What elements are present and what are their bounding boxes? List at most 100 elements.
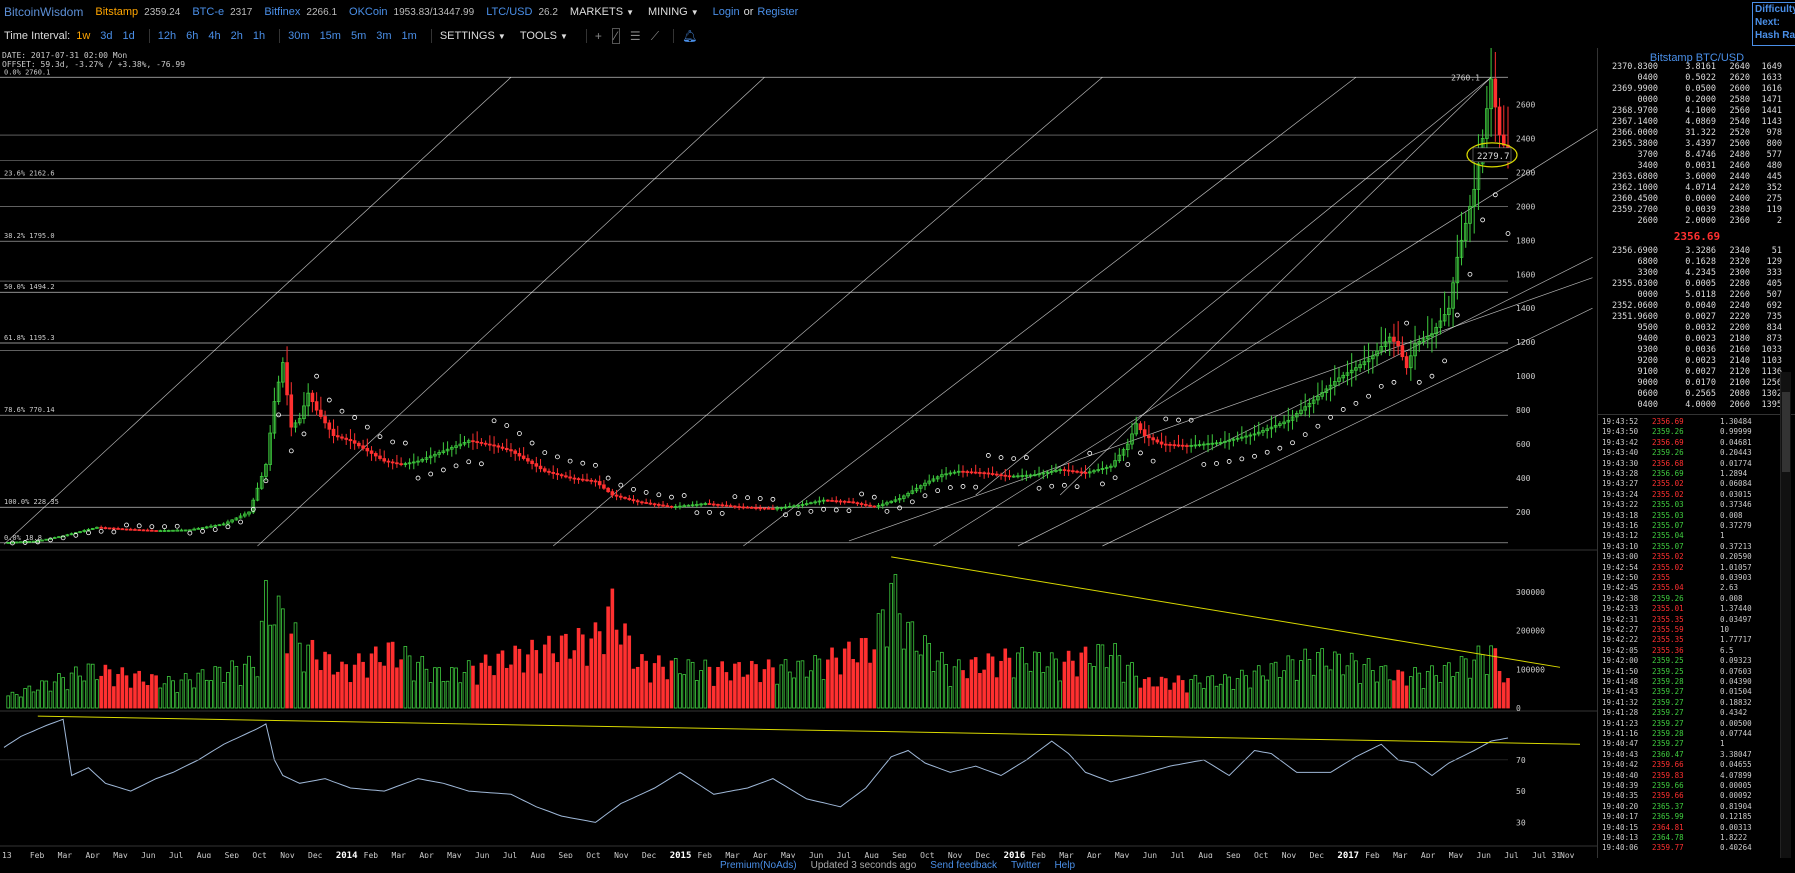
trade-row: 19:41:48 2359.28 0.04390 [1602,677,1782,687]
candle-body [137,529,141,532]
bid-cell: 0.0005 [1685,279,1716,289]
exchange-okcoin[interactable]: OKCoin 1953.83/13447.99 [349,6,475,18]
candle-body [314,401,319,411]
volume-bar [902,648,906,709]
scrollbar-thumb[interactable] [1782,392,1790,472]
interval-3d[interactable]: 3d [100,30,113,42]
volume-bar [779,664,784,709]
chart-area[interactable]: 0.0% 2760.1 23.6% 2162.6 38.2% 1795.0 50.0%… [0,32,1610,861]
volume-bar [1176,675,1181,709]
trade-row: 19:40:13 2364.78 1.8222 [1602,833,1782,843]
exchange-bitstamp[interactable]: Bitstamp 2359.24 [95,6,181,18]
volume-bar [906,621,910,709]
candle-body [1142,429,1147,437]
sar-dot [111,529,117,535]
candle-body [652,503,657,506]
volume-bar [357,653,361,709]
candle-body [1311,399,1316,404]
volume-bar [821,679,826,709]
trade-time: 19:42:00 [1602,656,1639,666]
candle-body [221,523,226,526]
sar-dot [1492,192,1498,198]
exchange-btce[interactable]: BTC-e 2317 [192,6,253,18]
indicator-tick: 50 [1516,787,1526,796]
candle-body [1354,367,1358,371]
login-link[interactable]: Login [712,6,740,18]
candle-body [133,529,137,531]
help-link[interactable]: Help [1054,860,1076,871]
candle-body [1256,431,1261,435]
ask-row: 0400 0.5022 2620 1633 [1602,73,1782,84]
line-tool-icon[interactable]: ⁄ [611,28,620,44]
candle-body [783,506,788,509]
trade-row: 19:40:42 2359.66 0.04655 [1602,761,1782,770]
volume-bar [1083,646,1088,709]
volume-bar [150,674,154,709]
interval-6h[interactable]: 6h [186,30,199,42]
trades-scrollbar[interactable] [1780,372,1791,858]
volume-bar [1417,672,1422,709]
trade-price: 2355 [1652,573,1671,582]
twitter-link[interactable]: Twitter [1011,860,1041,871]
sar-dot [909,499,915,505]
trade-time: 19:42:33 [1602,604,1639,614]
candle-body [602,484,606,489]
volume-bar [1197,682,1202,709]
volume-bar [399,659,403,709]
markets-menu[interactable]: MARKETS ▼ [569,6,635,18]
bid-row: 9100 0.0027 2120 1136 [1602,367,1782,378]
interval-2h[interactable]: 2h [230,30,243,42]
candle-body [821,499,826,502]
volume-bar [234,666,239,709]
exchange-ltcusd[interactable]: LTC/USD 26.2 [486,6,558,18]
site-logo[interactable]: BitcoinWisdom [4,5,84,19]
interval-1h[interactable]: 1h [252,30,266,42]
mining-menu[interactable]: MINING ▼ [648,6,699,18]
candle-body [1438,320,1443,328]
difficulty-box[interactable]: Difficulty Next: Hash Rate [1752,2,1795,46]
register-link[interactable]: Register [757,6,799,18]
trade-time: 19:43:27 [1602,479,1639,489]
settings-menu[interactable]: SETTINGS ▼ [439,30,506,42]
fib-tool-icon[interactable]: ☰ [629,29,641,43]
candle-body [1459,239,1464,258]
sar-dot [1226,459,1232,464]
fib-label: 50.0% 1494.2 [4,283,55,291]
sar-dot [200,528,205,534]
bid-row: 0600 0.2565 2080 1302 [1602,389,1782,400]
interval-4h[interactable]: 4h [208,30,221,42]
volume-bar [995,677,999,709]
fan-tool-icon[interactable]: ⟋ [650,28,660,43]
premium-link[interactable]: Premium(NoAds) [719,860,797,871]
candle-body [775,507,779,510]
crosshair-icon[interactable]: + [594,29,602,43]
interval-5m[interactable]: 5m [350,30,367,42]
price-chart[interactable]: 0.0% 2760.1 23.6% 2162.6 38.2% 1795.0 50.0%… [0,32,1610,861]
x-axis-label: Mar [1059,851,1074,858]
sar-dot [1480,217,1486,223]
sar-dot [1505,231,1511,236]
volume-bar [1409,676,1413,709]
candle-body [1434,326,1438,335]
alert-bell-icon[interactable]: 🔔︎ [682,29,698,43]
volume-bar [1104,667,1109,709]
candle-body [293,422,298,428]
candle-body [179,529,184,532]
cursor-box [1472,147,1512,163]
feedback-link[interactable]: Send feedback [930,860,997,871]
interval-1w[interactable]: 1w [76,30,91,42]
interval-15m[interactable]: 15m [319,30,341,42]
interval-1m[interactable]: 1m [401,30,417,42]
candle-body [302,405,306,420]
volume-bar [90,663,95,709]
interval-30m[interactable]: 30m [288,30,310,42]
exchange-bitfinex[interactable]: Bitfinex 2266.1 [264,6,338,18]
interval-3m[interactable]: 3m [376,30,392,42]
ask-cell: 2368.9700 [1611,106,1658,116]
interval-1d[interactable]: 1d [122,30,135,42]
trade-amount: 0.07744 [1720,729,1752,738]
volume-bar [327,654,332,709]
interval-12h[interactable]: 12h [157,30,177,42]
tools-menu[interactable]: TOOLS ▼ [519,30,568,42]
candle-body [720,504,725,507]
